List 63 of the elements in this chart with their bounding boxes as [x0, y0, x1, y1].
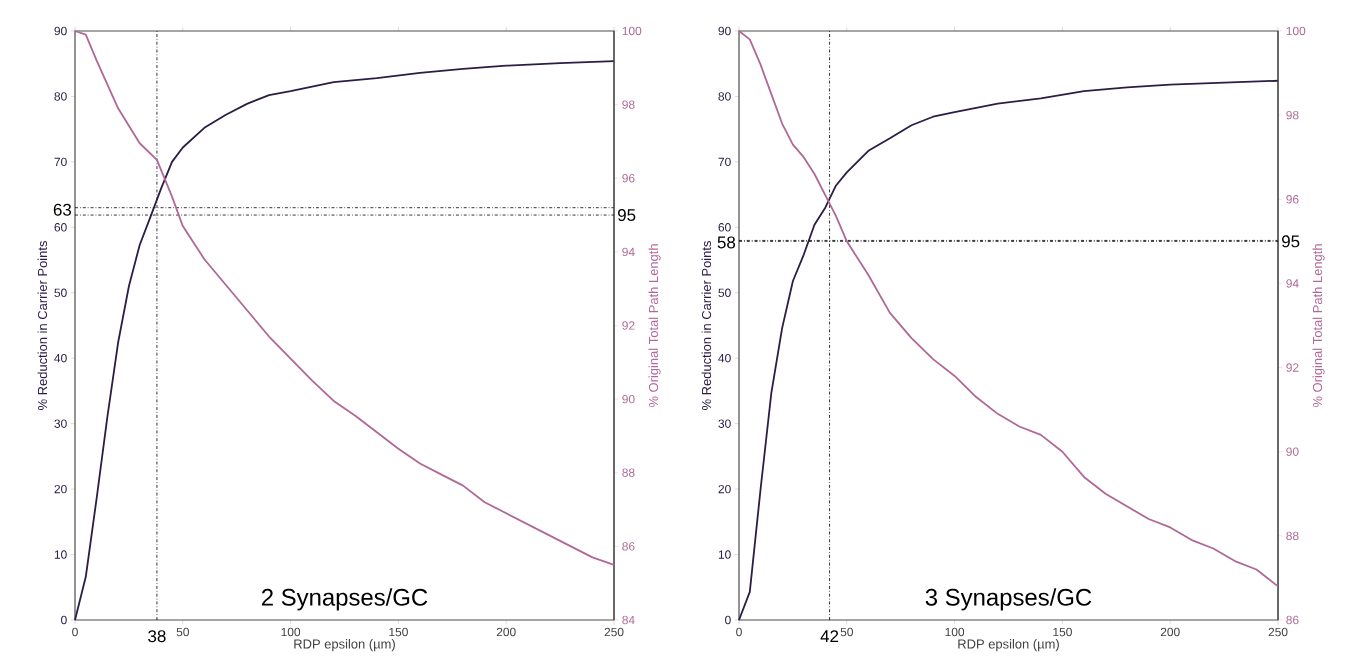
- ref-line-label: 38: [148, 630, 166, 643]
- y-tick-label: 40: [718, 353, 731, 363]
- x-tick-label: 200: [1160, 627, 1180, 637]
- y2-tick-label: 98: [1286, 110, 1299, 120]
- y2-tick-label: 94: [1286, 279, 1299, 288]
- y-tick-label: 10: [54, 550, 67, 559]
- text: 2 Synapses/GC: [261, 588, 428, 611]
- y-tick-label: 40: [54, 353, 67, 363]
- x-axis-title: RDP epsilon (µm): [958, 639, 1059, 652]
- x-tick-label: 200: [496, 627, 516, 637]
- y2-tick-label: 98: [622, 100, 635, 109]
- y2-tick-label: 96: [1286, 195, 1299, 204]
- y2-tick-label: 92: [1286, 363, 1299, 372]
- y-tick-label: 30: [718, 419, 731, 428]
- y-tick-label: 60: [718, 223, 731, 232]
- y-tick-label: 0: [61, 615, 67, 625]
- x-tick-label: 150: [389, 627, 408, 637]
- x-tick-label: 0: [72, 627, 78, 637]
- y2-tick-label: 88: [622, 468, 635, 477]
- y-tick-label: 90: [54, 26, 67, 36]
- y-tick-label: 30: [54, 419, 67, 428]
- y2-tick-label: 86: [1286, 615, 1299, 625]
- y-tick-label: 50: [54, 288, 67, 297]
- y2-tick-label: 96: [622, 174, 635, 183]
- ref-line-label: 63: [53, 203, 72, 216]
- y-tick-label: 80: [54, 92, 67, 101]
- y2-tick-label: 100: [622, 26, 642, 36]
- y-axis-title: % Reduction in Carrier Points: [37, 241, 48, 410]
- y2-axis-title: % Original Total Path Length: [1312, 244, 1325, 408]
- y-tick-label: 50: [718, 288, 731, 297]
- y2-axis-title: % Original Total Path Length: [648, 244, 661, 408]
- ref-line-label: 95: [618, 209, 636, 222]
- y-tick-label: 60: [54, 223, 67, 232]
- y-tick-label: 0: [725, 615, 731, 625]
- ref-line-label: 58: [717, 236, 736, 249]
- x-tick-label: 100: [945, 627, 965, 637]
- x-tick-label: 100: [281, 627, 301, 637]
- y2-tick-label: 100: [1286, 26, 1306, 36]
- y-tick-label: 20: [54, 484, 67, 494]
- y-tick-label: 20: [718, 484, 731, 494]
- y2-tick-label: 94: [622, 247, 635, 257]
- y-tick-label: 70: [718, 157, 731, 167]
- y2-tick-label: 92: [622, 321, 635, 330]
- y2-tick-label: 84: [622, 615, 635, 625]
- y-tick-label: 10: [718, 550, 731, 559]
- y2-tick-label: 86: [622, 542, 635, 551]
- x-axis-title: RDP epsilon (µm): [294, 639, 395, 652]
- y-axis-title: % Reduction in Carrier Points: [701, 241, 712, 410]
- text: 3 Synapses/GC: [925, 588, 1092, 611]
- y-tick-label: 80: [718, 92, 731, 101]
- y2-tick-label: 90: [622, 394, 635, 404]
- x-tick-label: 150: [1053, 627, 1072, 637]
- x-tick-label: 0: [736, 627, 742, 637]
- x-tick-label: 250: [604, 627, 624, 637]
- y2-tick-label: 88: [1286, 531, 1299, 541]
- x-tick-label: 50: [840, 627, 853, 637]
- x-tick-label: 250: [1268, 627, 1288, 637]
- y2-tick-label: 90: [1286, 447, 1299, 456]
- x-tick-label: 50: [176, 627, 189, 637]
- ref-line-label: 95: [1282, 235, 1300, 248]
- ref-line-label: 42: [820, 630, 839, 643]
- y-tick-label: 70: [54, 157, 67, 167]
- y-tick-label: 90: [718, 26, 731, 36]
